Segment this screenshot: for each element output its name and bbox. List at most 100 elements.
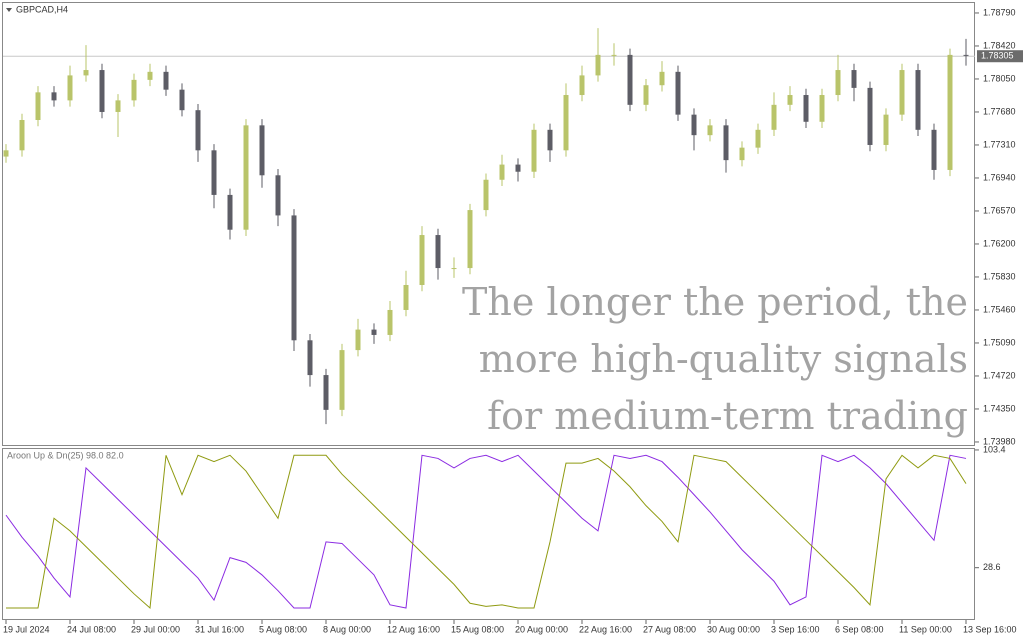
candle-body — [67, 75, 73, 101]
candle-body — [659, 71, 665, 86]
candle-body — [115, 100, 121, 112]
candle-body — [51, 92, 57, 101]
candle-body — [899, 70, 905, 115]
y-tick-label: 1.75460 — [983, 304, 1016, 314]
candle-body — [595, 54, 601, 76]
annotation: The longer the period, the — [462, 280, 968, 324]
candle-body — [211, 150, 217, 195]
candle-body — [179, 89, 185, 111]
y-tick-label: 1.76570 — [983, 205, 1016, 215]
y-tick-label: 1.74350 — [983, 403, 1016, 413]
candle-body — [435, 235, 441, 269]
candle-body — [291, 215, 297, 341]
last-price-box — [977, 50, 1023, 63]
y-tick-label: 1.77310 — [983, 139, 1016, 149]
y-tick-label: 1.77680 — [983, 106, 1016, 116]
x-tick-label: 6 Sep 08:00 — [835, 624, 884, 634]
candle-body — [579, 75, 585, 96]
annotation: for medium-term trading — [487, 394, 968, 438]
candle-body — [851, 70, 857, 88]
y-tick-label: 28.6 — [983, 562, 1001, 572]
candle-body — [723, 125, 729, 161]
indicator-line — [6, 454, 967, 610]
candle-body — [819, 95, 825, 122]
candle-body — [307, 340, 313, 376]
candle-body — [147, 71, 153, 80]
candle-body — [3, 150, 9, 157]
candle-body — [675, 71, 681, 115]
candle-body — [627, 54, 633, 105]
indicator-pane — [2, 448, 975, 620]
y-tick-label: 1.78050 — [983, 73, 1016, 83]
x-tick-label: 30 Aug 00:00 — [707, 624, 760, 634]
annotation: more high-quality signals — [479, 337, 968, 381]
y-tick-label: 1.76200 — [983, 238, 1016, 248]
candle-body — [947, 54, 953, 170]
candle-body — [451, 268, 457, 270]
x-tick-label: 8 Aug 00:00 — [323, 624, 371, 634]
candle-body — [771, 104, 777, 130]
candle-body — [963, 54, 969, 56]
candle-body — [803, 95, 809, 122]
indicator-line — [5, 454, 967, 609]
y-tick-label: 1.75090 — [983, 337, 1016, 347]
candle-body — [387, 309, 393, 335]
candle-body — [99, 70, 105, 112]
main-pane — [2, 2, 975, 446]
x-tick-label: 29 Jul 00:00 — [131, 624, 180, 634]
candle-body — [371, 329, 377, 335]
candle-body — [195, 110, 201, 151]
x-tick-label: 20 Aug 00:00 — [515, 624, 568, 634]
x-tick-label: 11 Sep 00:00 — [899, 624, 952, 634]
candle-body — [931, 129, 937, 170]
candle-body — [563, 95, 569, 151]
candle-body — [163, 71, 169, 90]
candle-body — [515, 164, 521, 172]
candle-body — [643, 85, 649, 105]
y-tick-label: 1.78420 — [983, 40, 1016, 50]
candle-body — [419, 235, 425, 285]
x-tick-label: 19 Jul 2024 — [3, 624, 50, 634]
x-tick-label: 31 Jul 16:00 — [195, 624, 244, 634]
x-tick-label: 12 Aug 16:00 — [387, 624, 440, 634]
candle-body — [915, 70, 921, 130]
candle-body — [403, 284, 409, 310]
candle-body — [35, 92, 41, 120]
candle-body — [611, 54, 617, 56]
candle-body — [323, 375, 329, 410]
y-tick-label: 1.73980 — [983, 436, 1016, 446]
menu-arrow — [6, 8, 12, 12]
chart-title: GBPCAD,H4 — [16, 4, 68, 14]
candle-body — [339, 350, 345, 410]
candle-body — [355, 329, 361, 351]
candle-body — [259, 125, 265, 176]
candle-body — [275, 175, 281, 216]
candle-body — [227, 194, 233, 230]
y-tick-label: 1.74720 — [983, 370, 1016, 380]
candle-body — [83, 70, 89, 76]
x-tick-label: 22 Aug 16:00 — [579, 624, 632, 634]
candle-body — [467, 210, 473, 269]
y-tick-label: 1.78790 — [983, 7, 1016, 17]
candle-body — [755, 129, 761, 148]
candle-body — [739, 147, 745, 161]
x-tick-label: 5 Aug 08:00 — [259, 624, 307, 634]
candle-body — [547, 129, 553, 151]
candle-body — [531, 129, 537, 172]
candle-body — [483, 179, 489, 211]
candle-body — [787, 95, 793, 105]
candle-body — [835, 70, 841, 96]
candle-body — [707, 125, 713, 136]
candle-body — [19, 119, 25, 151]
y-tick-label: 1.75830 — [983, 271, 1016, 281]
y-tick-label: 1.76940 — [983, 172, 1016, 182]
candle-body — [499, 164, 505, 180]
candle-body — [691, 114, 697, 136]
candle-body — [243, 125, 249, 230]
last-price-label: 1.78305 — [981, 51, 1014, 61]
x-tick-label: 13 Sep 16:00 — [963, 624, 1017, 634]
x-tick-label: 3 Sep 16:00 — [771, 624, 820, 634]
